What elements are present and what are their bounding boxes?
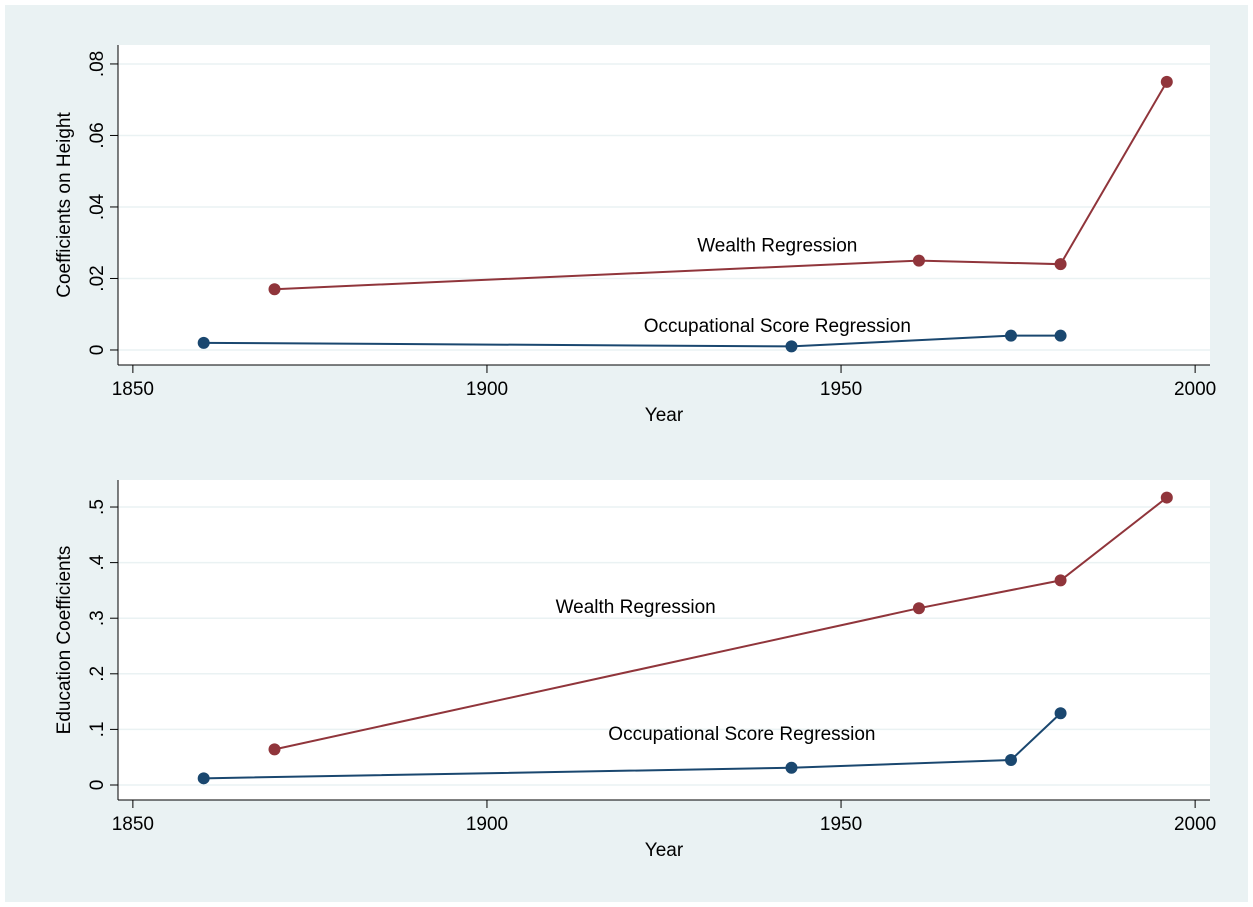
series-line	[274, 496, 1168, 751]
marker	[785, 340, 798, 353]
marker	[785, 761, 798, 774]
marker	[1160, 491, 1173, 504]
annotation: Wealth Regression	[697, 235, 857, 256]
marker	[1054, 258, 1067, 271]
plot-region	[118, 45, 1210, 365]
marker	[1054, 707, 1067, 720]
x-tick-label: 1900	[466, 379, 508, 400]
y-tick-label: .4	[87, 554, 108, 570]
x-tick-label: 1950	[820, 814, 862, 835]
marker	[1054, 329, 1067, 342]
x-tick-label: 1850	[112, 814, 154, 835]
plot-region	[118, 480, 1210, 800]
x-tick-label: 1950	[820, 379, 862, 400]
marker	[268, 743, 281, 756]
y-tick-label: .02	[87, 265, 108, 291]
y-axis-title: Education Coefficients	[54, 546, 75, 735]
marker	[1054, 574, 1067, 587]
y-tick-label: .1	[87, 721, 108, 737]
y-tick-label: .08	[87, 51, 108, 77]
annotation: Occupational Score Regression	[608, 724, 875, 745]
y-tick-label: 0	[87, 780, 108, 791]
series-line	[203, 712, 1062, 780]
y-tick-label: .3	[87, 610, 108, 626]
annotation: Occupational Score Regression	[644, 316, 911, 337]
x-tick-label: 2000	[1174, 379, 1216, 400]
x-tick-label: 1850	[112, 379, 154, 400]
y-tick-label: .06	[87, 122, 108, 148]
series-line	[274, 81, 1168, 291]
marker	[1005, 753, 1018, 766]
y-tick-label: 0	[87, 345, 108, 356]
x-axis-title: Year	[645, 405, 684, 426]
y-tick-label: .2	[87, 666, 108, 682]
marker	[912, 254, 925, 267]
marker	[197, 772, 210, 785]
y-axis-title: Coefficients on Height	[54, 112, 75, 298]
x-tick-label: 2000	[1174, 814, 1216, 835]
marker	[1005, 329, 1018, 342]
x-tick-label: 1900	[466, 814, 508, 835]
y-tick-label: .04	[87, 193, 108, 220]
marker	[268, 283, 281, 296]
x-axis-title: Year	[645, 840, 684, 861]
annotation: Wealth Regression	[556, 597, 716, 618]
series-line	[203, 334, 1061, 348]
marker	[197, 336, 210, 349]
y-tick-label: .5	[87, 499, 108, 515]
marker	[912, 602, 925, 615]
marker	[1160, 75, 1173, 88]
